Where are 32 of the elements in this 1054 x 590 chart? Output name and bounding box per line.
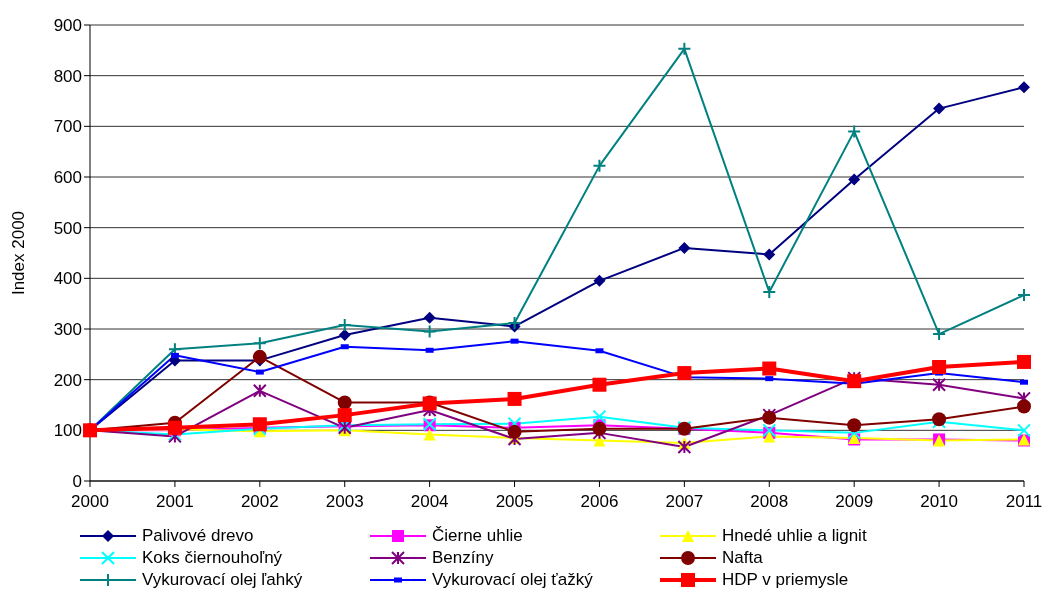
legend-label: Čierne uhlie: [432, 526, 523, 546]
y-tick-label: 600: [53, 168, 82, 188]
y-tick-label: 200: [53, 370, 82, 390]
y-tick-label: 400: [53, 269, 82, 289]
x-tick-label: 2008: [750, 492, 789, 512]
x-tick-label: 2005: [495, 492, 534, 512]
legend-label: Vykurovací olej ťažký: [432, 570, 593, 590]
y-tick-label: 800: [53, 66, 82, 86]
x-tick-label: 2010: [920, 492, 958, 512]
y-tick-label: 0: [72, 472, 82, 492]
x-tick-label: 2002: [240, 492, 279, 512]
y-tick-label: 100: [53, 421, 82, 441]
y-axis-title: Index 2000: [9, 210, 29, 296]
x-tick-label: 2001: [156, 492, 194, 512]
x-tick-label: 2007: [665, 492, 704, 512]
x-tick-label: 2009: [835, 492, 874, 512]
x-tick-label: 2003: [325, 492, 364, 512]
x-tick-label: 2000: [71, 492, 109, 512]
legend-label: Palivové drevo: [142, 526, 254, 546]
y-tick-label: 700: [53, 117, 82, 137]
x-tick-label: 2011: [1005, 492, 1043, 512]
legend-label: HDP v priemysle: [722, 570, 849, 590]
y-tick-label: 500: [53, 218, 82, 238]
legend-label: Vykurovací olej ľahký: [142, 570, 303, 590]
x-tick-label: 2004: [410, 492, 449, 512]
x-tick-label: 2006: [580, 492, 619, 512]
legend-label: Nafta: [722, 548, 763, 568]
y-tick-label: 900: [53, 16, 82, 36]
y-tick-label: 300: [53, 320, 82, 340]
legend-label: Koks čiernouhoľný: [142, 548, 283, 568]
legend-label: Benzíny: [432, 548, 494, 568]
legend-label: Hnedé uhlie a lignit: [722, 526, 867, 546]
